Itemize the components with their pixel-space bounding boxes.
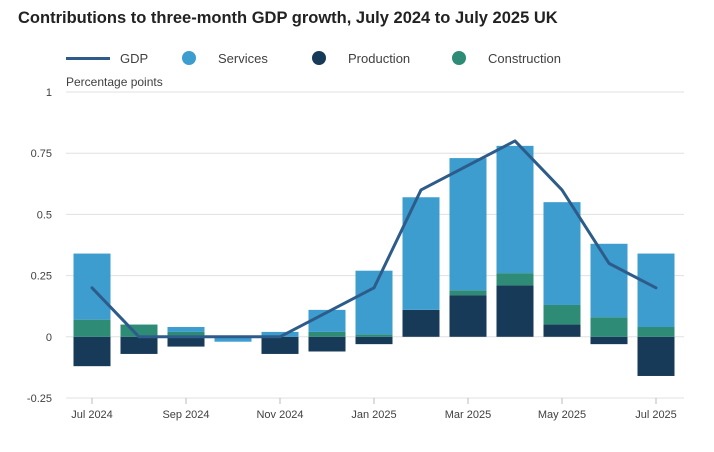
legend-label-construction: Construction (488, 50, 561, 66)
production-bar (637, 336, 675, 376)
services-dot-swatch (182, 51, 196, 65)
production-dot-swatch (312, 51, 326, 65)
x-axis-ticks: Jul 2024 Sep 2024 Nov 2024 Jan 2025 Mar 2025… (71, 398, 677, 421)
production-bar (402, 309, 440, 337)
y-axis-unit-label: Percentage points (66, 75, 163, 89)
production-bar (590, 336, 628, 345)
y-tick-label: 0.5 (37, 209, 52, 221)
legend-label-production: Production (348, 50, 411, 66)
y-tick-label: 0.75 (31, 148, 52, 160)
services-bar (261, 331, 299, 337)
construction-bar (637, 327, 675, 337)
x-tick-label: Jan 2025 (351, 409, 396, 421)
production-bar (496, 285, 534, 337)
construction-bar (449, 290, 487, 296)
construction-bar (543, 304, 581, 325)
y-tick-label: -0.25 (27, 393, 52, 405)
production-bar (120, 336, 158, 354)
stacked-bars (73, 145, 675, 376)
gdp-line-swatch (66, 56, 110, 60)
construction-bar (308, 331, 346, 337)
construction-bar (167, 331, 205, 337)
y-tick-label: 0.25 (31, 271, 52, 283)
services-bar (167, 327, 205, 332)
x-tick-label: Jul 2025 (635, 409, 677, 421)
production-bar (261, 336, 299, 354)
gdp-line-layer (90, 139, 658, 339)
services-bar (496, 145, 534, 274)
gdp-line (90, 139, 658, 339)
legend-label-gdp: GDP (120, 50, 149, 66)
chart-title: Contributions to three-month GDP growth,… (18, 9, 558, 27)
construction-bar (73, 319, 111, 337)
production-bar (543, 324, 581, 337)
services-bar (637, 253, 675, 328)
services-bar (543, 202, 581, 305)
services-bar (590, 243, 628, 318)
production-bar (167, 336, 205, 347)
y-tick-label: 1 (46, 87, 52, 99)
construction-dot-swatch (452, 51, 466, 65)
legend-item-services[interactable]: Services (182, 48, 268, 68)
y-axis-ticks: -0.25 0 0.25 0.5 0.75 1 (27, 87, 52, 405)
construction-bar (355, 334, 393, 337)
y-tick-label: 0 (46, 332, 52, 344)
legend-item-gdp[interactable]: GDP (66, 48, 148, 68)
construction-bar (496, 273, 534, 286)
production-bar (308, 336, 346, 352)
services-bar (308, 309, 346, 332)
production-bar (73, 336, 111, 367)
x-tick-label: Sep 2024 (162, 409, 209, 421)
production-bar (449, 295, 487, 337)
legend-item-production[interactable]: Production (312, 48, 410, 68)
services-bar (214, 336, 252, 342)
construction-bar (590, 317, 628, 337)
production-bar (355, 336, 393, 345)
legend-item-construction[interactable]: Construction (452, 48, 561, 68)
x-tick-label: Jul 2024 (71, 409, 113, 421)
x-tick-label: Nov 2024 (256, 409, 303, 421)
services-bar (355, 270, 393, 335)
x-tick-label: Mar 2025 (445, 409, 491, 421)
services-bar (449, 158, 487, 291)
legend-label-services: Services (218, 50, 268, 66)
x-tick-label: May 2025 (538, 409, 586, 421)
